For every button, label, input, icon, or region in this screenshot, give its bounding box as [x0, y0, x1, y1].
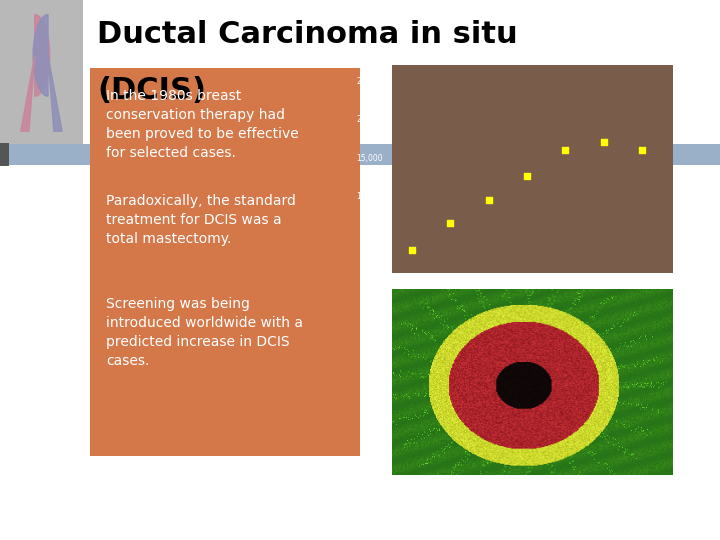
Point	[598, 138, 610, 146]
Point	[559, 145, 571, 154]
Polygon shape	[35, 15, 50, 96]
FancyBboxPatch shape	[0, 144, 720, 165]
FancyBboxPatch shape	[90, 68, 360, 456]
Point	[483, 195, 495, 204]
FancyBboxPatch shape	[0, 143, 9, 166]
Point	[444, 218, 456, 227]
Polygon shape	[48, 56, 62, 131]
Point	[406, 245, 418, 254]
Text: (DCIS): (DCIS)	[97, 76, 206, 105]
Point	[636, 145, 648, 154]
Text: In the 1980s breast
conservation therapy had
been proved to be effective
for sel: In the 1980s breast conservation therapy…	[106, 89, 299, 160]
Polygon shape	[21, 56, 35, 131]
Polygon shape	[33, 15, 48, 96]
Text: Paradoxically, the standard
treatment for DCIS was a
total mastectomy.: Paradoxically, the standard treatment fo…	[106, 194, 296, 246]
Text: Ductal Carcinoma in situ: Ductal Carcinoma in situ	[97, 20, 518, 49]
Text: Screening was being
introduced worldwide with a
predicted increase in DCIS
cases: Screening was being introduced worldwide…	[106, 297, 303, 368]
Point	[521, 172, 533, 181]
FancyBboxPatch shape	[83, 0, 720, 146]
FancyBboxPatch shape	[0, 0, 83, 146]
